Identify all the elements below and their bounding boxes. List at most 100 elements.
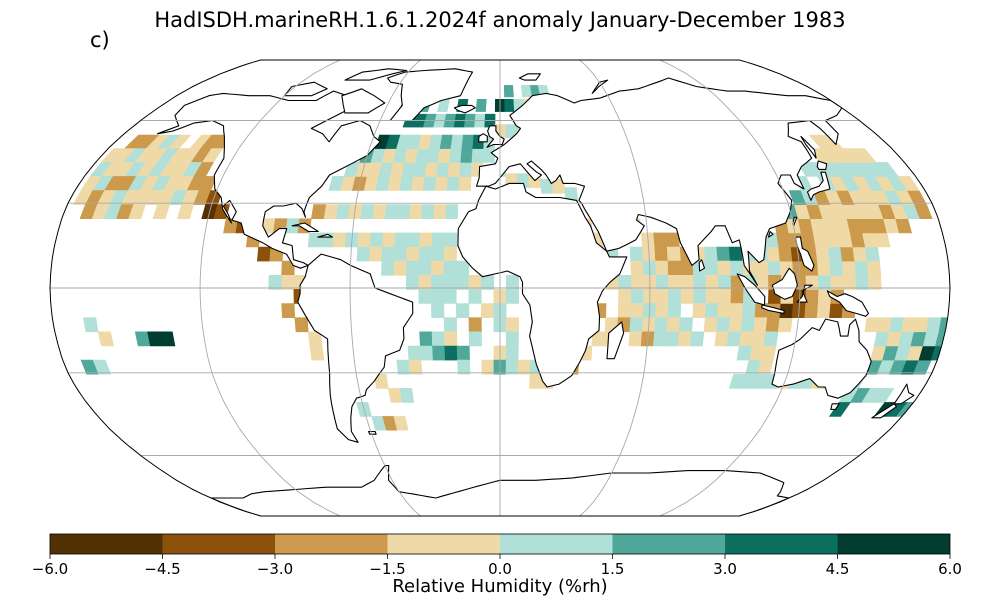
anomaly-cell <box>437 148 452 163</box>
anomaly-cell <box>443 260 457 276</box>
anomaly-cell <box>450 134 464 149</box>
anomaly-cell <box>332 232 347 248</box>
anomaly-cell <box>431 275 445 290</box>
landmass <box>761 304 785 314</box>
colorbar-bin <box>500 534 613 554</box>
landmass <box>475 77 843 286</box>
anomaly-cell <box>436 162 450 177</box>
anomaly-cell <box>529 373 543 389</box>
anomaly-cell <box>630 275 645 290</box>
anomaly-cell <box>853 148 877 163</box>
landmass <box>795 236 815 272</box>
anomaly-cell <box>505 317 520 333</box>
anomaly-cell <box>705 289 720 304</box>
anomaly-cell <box>256 246 272 262</box>
anomaly-cell <box>667 260 682 276</box>
anomaly-cell <box>368 246 383 262</box>
anomaly-cell <box>753 317 768 333</box>
anomaly-cell <box>294 317 309 333</box>
anomaly-cell <box>468 331 482 347</box>
anomaly-cell <box>815 246 831 262</box>
anomaly-cell <box>458 176 472 191</box>
landmass <box>453 104 476 114</box>
anomaly-cell <box>829 260 844 276</box>
landmass <box>800 135 817 159</box>
colorbar-bin <box>725 534 838 554</box>
anomaly-cell <box>393 260 408 276</box>
anomaly-cell <box>481 275 495 290</box>
anomaly-cell <box>864 317 880 333</box>
anomaly-cell <box>399 388 415 403</box>
anomaly-cell <box>407 345 422 361</box>
anomaly-cell <box>655 289 670 304</box>
anomaly-cell <box>431 232 446 248</box>
anomaly-cell <box>630 260 644 276</box>
anomaly-cell <box>817 260 832 276</box>
anomaly-cell <box>468 317 482 333</box>
anomaly-cell <box>356 246 371 262</box>
anomaly-cell <box>396 359 411 375</box>
colorbar-bin <box>50 534 163 554</box>
colorbar-frame <box>49 533 951 555</box>
anomaly-cell <box>655 303 669 318</box>
anomaly-cell <box>503 85 514 98</box>
anomaly-cell <box>468 275 482 290</box>
anomaly-cell <box>654 317 669 333</box>
colorbar-bin <box>387 534 500 554</box>
landmass <box>871 403 898 419</box>
landmass <box>796 284 813 303</box>
anomaly-cell <box>381 260 395 276</box>
anomaly-cell <box>665 232 680 248</box>
anomaly-cell <box>420 204 435 219</box>
anomaly-cell <box>693 275 707 290</box>
anomaly-cell <box>382 232 396 248</box>
anomaly-cell <box>652 331 668 347</box>
anomaly-cell <box>777 317 793 333</box>
anomaly-cell <box>655 275 670 290</box>
anomaly-cell <box>728 246 744 262</box>
anomaly-cell <box>455 260 470 276</box>
landmass <box>344 68 408 81</box>
anomaly-cell <box>456 345 470 361</box>
anomaly-cell <box>867 275 882 290</box>
anomaly-cell <box>394 232 409 248</box>
landmass <box>341 88 386 114</box>
anomaly-cell <box>667 303 682 318</box>
world-map <box>49 59 951 517</box>
anomaly-cell <box>703 246 719 262</box>
anomaly-cell <box>446 176 460 191</box>
anomaly-cell <box>804 303 819 318</box>
anomaly-cell <box>630 303 644 318</box>
anomaly-cell <box>431 331 446 347</box>
anomaly-cell <box>399 176 414 191</box>
anomaly-cell <box>92 359 112 375</box>
anomaly-cell <box>281 303 296 318</box>
landmass <box>698 259 706 272</box>
anomaly-cell <box>468 289 482 304</box>
anomaly-cell <box>411 176 426 191</box>
anomaly-cell <box>680 289 695 304</box>
anomaly-cell <box>874 232 891 248</box>
anomaly-cell <box>628 331 643 347</box>
landmass <box>771 267 798 300</box>
anomaly-cell <box>717 260 732 276</box>
anomaly-cell <box>730 289 745 304</box>
anomaly-cell <box>714 331 730 347</box>
colorbar-bin <box>837 534 950 554</box>
anomaly-cell <box>504 99 515 112</box>
anomaly-cell <box>816 303 832 318</box>
colorbar-bin <box>612 534 725 554</box>
landmass <box>736 273 766 306</box>
anomaly-cell <box>760 345 777 361</box>
anomaly-cell <box>481 303 495 318</box>
anomaly-cell <box>406 232 421 248</box>
anomaly-cell <box>776 232 792 248</box>
anomaly-cell <box>716 317 731 333</box>
anomaly-cell <box>854 260 869 276</box>
anomaly-cell <box>817 275 832 290</box>
anomaly-cell <box>408 359 423 375</box>
anomaly-cell <box>310 204 327 219</box>
anomaly-cell <box>482 148 495 163</box>
anomaly-cell <box>152 204 171 219</box>
anomaly-cell <box>505 289 519 304</box>
